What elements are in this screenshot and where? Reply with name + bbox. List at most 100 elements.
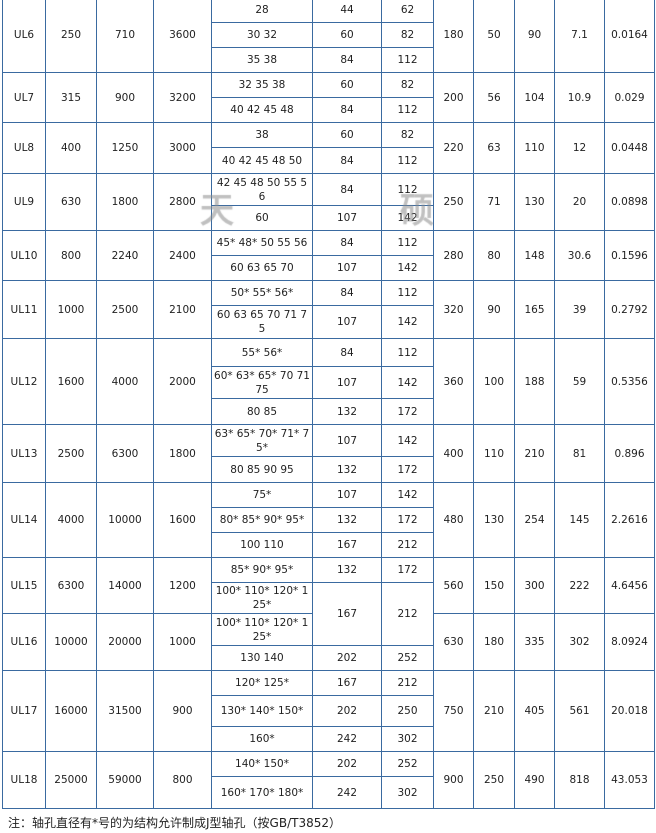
table-row: UL7 315 900 3200 32 35 38 60 82 200 56 104 10.9 0.0… [2, 72, 655, 123]
table-row: UL17 16000 31500 900 120* 125* 167 212 750 210 40… [2, 670, 655, 752]
hub-length-l1-cell: 167 [312, 582, 382, 646]
hub-length-l-cell: 172 [381, 557, 434, 583]
hub-length-l1-cell: 132 [312, 456, 382, 483]
table-row: UL10 800 2240 2400 45* 48* 50 55 56 84 112 280 8… [2, 230, 655, 281]
model-cell: UL16 [2, 613, 46, 671]
hub-length-l-cell: 172 [381, 398, 434, 425]
hub-length-l-cell: 112 [381, 280, 434, 306]
nominal-torque-cell: 2500 [45, 424, 97, 483]
bore-diameter-cell: 160* [211, 726, 313, 752]
table-row: 60 63 65 70 71 75 107 142 [3, 305, 655, 339]
hub-length-l-cell: 142 [381, 205, 434, 231]
width-b-cell: 180 [473, 613, 515, 671]
hub-length-l1-cell: 107 [312, 305, 382, 339]
table-row: 100* 110* 120* 125* 167 212 [3, 582, 655, 646]
max-torque-cell: 710 [96, 0, 154, 73]
table-row: 130 140 202 252 [3, 645, 655, 671]
inertia-cell: 4.6456 [604, 557, 655, 614]
max-torque-cell: 2240 [96, 230, 154, 281]
inertia-cell: 0.5356 [604, 338, 655, 425]
inertia-cell: 0.0448 [604, 122, 655, 174]
outer-diameter-cell: 630 [433, 613, 474, 671]
width-c-cell: 335 [514, 613, 555, 671]
width-c-cell: 165 [514, 280, 555, 339]
width-b-cell: 130 [473, 482, 515, 558]
hub-length-l1-cell: 242 [312, 776, 382, 809]
bore-diameter-cell: 60* 63* 65* 70 71 75 [211, 366, 313, 399]
hub-length-l-cell: 142 [381, 482, 434, 508]
hub-length-l-cell: 82 [381, 22, 434, 48]
bore-diameter-cell: 100 110 [211, 532, 313, 558]
hub-length-l-cell: 112 [381, 47, 434, 73]
speed-cell: 3600 [153, 0, 212, 73]
outer-diameter-cell: 750 [433, 670, 474, 752]
bore-diameter-cell: 75* [211, 482, 313, 508]
nominal-torque-cell: 630 [45, 173, 97, 231]
nominal-torque-cell: 6300 [45, 557, 97, 614]
max-torque-cell: 10000 [96, 482, 154, 558]
model-cell: UL15 [2, 557, 46, 614]
speed-cell: 3000 [153, 122, 212, 174]
width-c-cell: 490 [514, 751, 555, 809]
hub-length-l1-cell: 60 [312, 72, 382, 98]
coupling-spec-table: UL6 250 710 3600 28 44 62 180 50 90 7.1 0.0164 30 32… [2, 0, 655, 809]
width-c-cell: 300 [514, 557, 555, 614]
table-row: UL18 25000 59000 800 140* 150* 202 252 900 250 49… [2, 751, 655, 809]
nominal-torque-cell: 250 [45, 0, 97, 73]
table-row: UL16 10000 20000 1000 100* 110* 120* 125* 630… [2, 613, 655, 671]
width-b-cell: 90 [473, 280, 515, 339]
table-row: UL9 630 1800 2800 42 45 48 50 55 56 84 112 250 7… [2, 173, 655, 231]
outer-diameter-cell: 220 [433, 122, 474, 174]
hub-length-l1-cell: 132 [312, 557, 382, 583]
hub-length-l-cell: 252 [381, 645, 434, 671]
speed-cell: 2800 [153, 173, 212, 231]
bore-diameter-cell: 55* 56* [211, 338, 313, 367]
model-cell: UL18 [2, 751, 46, 809]
max-torque-cell: 59000 [96, 751, 154, 809]
hub-length-l-cell: 112 [381, 147, 434, 174]
bore-diameter-cell: 160* 170* 180* [211, 776, 313, 809]
hub-length-l-cell: 112 [381, 97, 434, 123]
max-torque-cell: 1800 [96, 173, 154, 231]
table-row: UL11 1000 2500 2100 50* 55* 56* 84 112 320 90 165… [2, 280, 655, 339]
hub-length-l1-cell: 132 [312, 507, 382, 533]
outer-diameter-cell: 900 [433, 751, 474, 809]
max-torque-cell: 14000 [96, 557, 154, 614]
model-cell: UL6 [2, 0, 46, 73]
table-row: UL15 6300 14000 1200 85* 90* 95* 132 172 560 150… [2, 557, 655, 614]
hub-length-l-cell: 212 [381, 670, 434, 696]
table-row: UL12 1600 4000 2000 55* 56* 84 112 360 100 188 59 0… [2, 338, 655, 425]
width-b-cell: 110 [473, 424, 515, 483]
inertia-cell: 43.053 [604, 751, 655, 809]
bore-diameter-cell: 38 [211, 122, 313, 148]
weight-cell: 59 [554, 338, 605, 425]
outer-diameter-cell: 180 [433, 0, 474, 73]
hub-length-l-cell: 112 [381, 230, 434, 256]
hub-length-l1-cell: 60 [312, 22, 382, 48]
outer-diameter-cell: 400 [433, 424, 474, 483]
bore-diameter-cell: 80 85 90 95 [211, 456, 313, 483]
bore-diameter-cell: 60 63 65 70 [211, 255, 313, 281]
hub-length-l1-cell: 132 [312, 398, 382, 425]
speed-cell: 1600 [153, 482, 212, 558]
hub-length-l-cell: 212 [381, 532, 434, 558]
table-row: UL14 4000 10000 1600 75* 107 142 480 130 254 145 2.… [2, 482, 655, 558]
hub-length-l-cell: 172 [381, 507, 434, 533]
inertia-cell: 0.896 [604, 424, 655, 483]
speed-cell: 1200 [153, 557, 212, 614]
width-b-cell: 71 [473, 173, 515, 231]
bore-diameter-cell: 100* 110* 120* 125* [211, 582, 313, 614]
width-b-cell: 210 [473, 670, 515, 752]
width-b-cell: 80 [473, 230, 515, 281]
table-row: 80* 85* 90* 95* 132 172 [3, 507, 655, 533]
width-b-cell: 56 [473, 72, 515, 123]
bore-diameter-cell: 45* 48* 50 55 56 [211, 230, 313, 256]
bore-diameter-cell: 40 42 45 48 [211, 97, 313, 123]
width-b-cell: 63 [473, 122, 515, 174]
nominal-torque-cell: 16000 [45, 670, 97, 752]
table-row: 160* 242 302 [3, 726, 655, 752]
hub-length-l-cell: 112 [381, 173, 434, 206]
weight-cell: 30.6 [554, 230, 605, 281]
width-c-cell: 148 [514, 230, 555, 281]
bore-diameter-cell: 60 63 65 70 71 75 [211, 305, 313, 339]
